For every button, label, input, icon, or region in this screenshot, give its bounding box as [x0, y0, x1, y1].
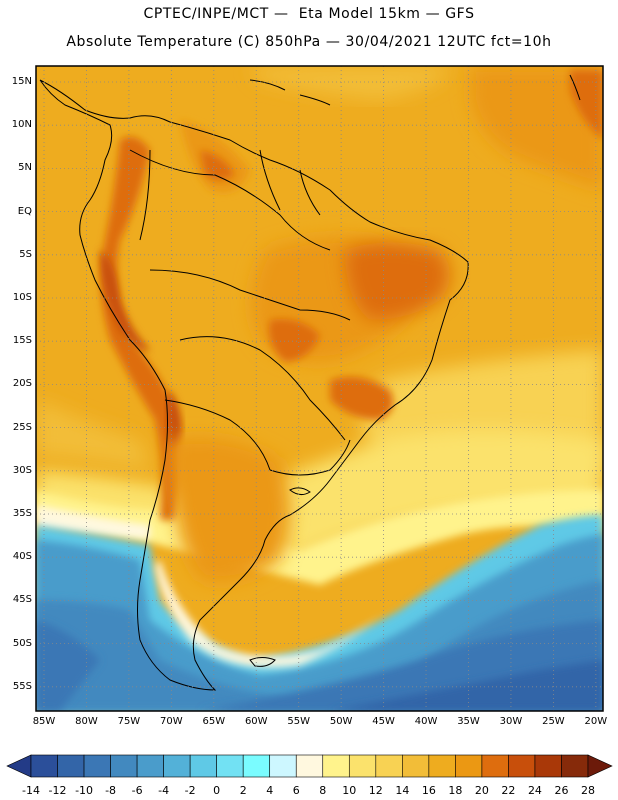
lat-label: 20S [12, 378, 32, 390]
lat-label: 35S [12, 508, 32, 519]
colorbar-cell [402, 754, 430, 778]
lat-label: 15S [12, 335, 32, 347]
title-line-1: CPTEC/INPE/MCT — Eta Model 15km — GFS [143, 6, 475, 22]
lon-label: 60W [244, 716, 268, 727]
graticule [36, 66, 603, 711]
colorbar-cell [242, 754, 271, 778]
colorbar-cell [30, 754, 58, 778]
colorbar-cell [163, 754, 191, 778]
colorbar-tick-label: 2 [239, 784, 247, 797]
lon-label: 50W [329, 716, 353, 727]
lat-label: 25S [12, 421, 32, 433]
colorbar-tick-label: 10 [342, 784, 357, 797]
colorbar-cell [455, 754, 483, 778]
colorbar-cell [83, 754, 111, 778]
colorbar-tick-label: 18 [448, 784, 463, 797]
lon-label: 45W [372, 716, 395, 727]
colorbar-cell [295, 754, 324, 778]
colorbar-cell [322, 754, 350, 778]
colorbar-tick-label: 8 [319, 784, 327, 797]
lat-label: 45S [12, 594, 32, 606]
colorbar-tick-label: 16 [421, 784, 436, 797]
lon-label: 40W [414, 716, 438, 727]
lat-label: 55S [12, 680, 32, 692]
colorbar-cell [136, 754, 164, 778]
map-frame [35, 65, 604, 712]
lon-label: 35W [457, 716, 480, 727]
colorbar-cell [508, 754, 536, 778]
lat-label: 40S [12, 551, 32, 563]
lat-label: 5S [19, 248, 32, 260]
lat-label: 5N [18, 162, 32, 174]
lon-label: 75W [117, 716, 141, 727]
colorbar-cell [481, 754, 509, 778]
colorbar-cell [189, 754, 217, 778]
lat-label: EQ [17, 205, 32, 217]
colorbar-cell [110, 754, 138, 778]
lat-label: 10N [11, 119, 32, 131]
colorbar-cell [57, 754, 85, 778]
colorbar-cell [375, 754, 403, 778]
temperature-field [36, 66, 603, 711]
colorbar-tick-label: 28 [581, 784, 595, 797]
lon-label: 65W [202, 716, 226, 727]
colorbar-tick-label: 4 [266, 784, 274, 797]
lon-label: 30W [499, 716, 523, 727]
colorbar-tick-label: 6 [292, 784, 300, 797]
lon-label: 85W [32, 716, 56, 727]
colorbar-tick-label: 20 [474, 784, 489, 797]
lon-label: 20W [584, 716, 608, 727]
colorbar-cell [216, 754, 244, 778]
colorbar-tick-label: 14 [395, 784, 410, 797]
lon-label: 80W [75, 716, 98, 727]
colorbar-tick-label: -8 [105, 784, 117, 797]
colorbar-tick-label: -6 [131, 784, 143, 797]
colorbar-tick-label: -4 [158, 784, 170, 797]
colorbar-tick-label: -2 [184, 784, 196, 797]
colorbar-cell [534, 754, 562, 778]
colorbar-tick-label: 12 [368, 784, 383, 797]
lat-label: 50S [12, 637, 32, 649]
colorbar-tick-label: -10 [75, 784, 94, 797]
colorbar-tick-label: 26 [554, 784, 569, 797]
colorbar-high-triangle [587, 754, 613, 778]
colorbar-tick-label: 24 [527, 784, 542, 797]
title-line-2: Absolute Temperature (C) 850hPa — 30/04/… [66, 34, 552, 50]
colorbar-cell [348, 754, 377, 778]
colorbar-tick-label: 22 [501, 784, 516, 797]
colorbar-cell [269, 754, 297, 778]
lat-label: 10S [12, 292, 32, 303]
colorbar [6, 754, 613, 778]
coastlines [39, 74, 581, 691]
colorbar-tick-label: 0 [213, 784, 221, 797]
colorbar-tick-label: -14 [22, 784, 40, 797]
lon-label: 70W [160, 716, 183, 727]
lat-label: 30S [12, 464, 32, 476]
lon-label: 55W [287, 716, 310, 727]
colorbar-tick-label: -12 [48, 784, 67, 797]
lon-label: 25W [542, 716, 565, 727]
colorbar-cell [561, 754, 589, 778]
colorbar-cell [428, 754, 456, 778]
lat-label: 15N [11, 76, 32, 87]
colorbar-low-triangle [6, 754, 32, 778]
